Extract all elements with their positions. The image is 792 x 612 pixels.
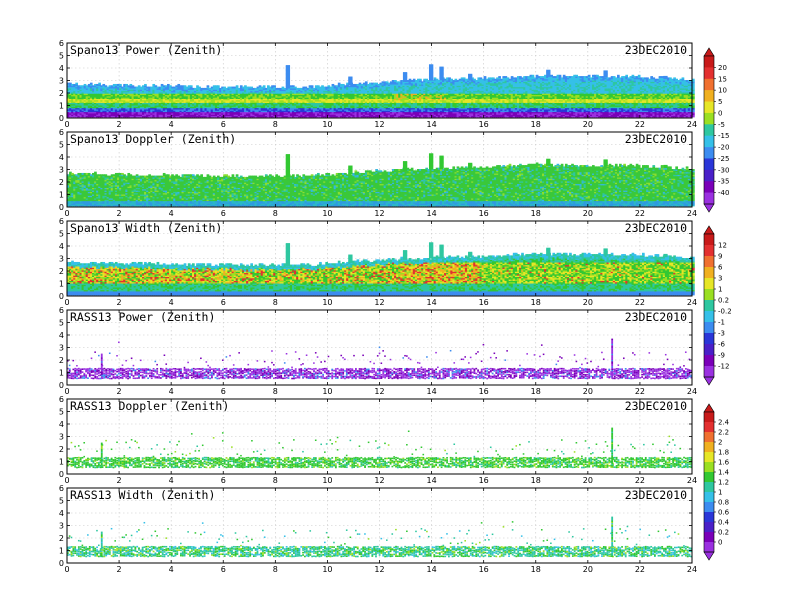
heatmap-cell <box>419 79 422 81</box>
heatmap-cell <box>190 85 193 87</box>
heatmap-cell <box>273 85 276 87</box>
heatmap-cell <box>263 85 266 87</box>
heatmap-cells <box>67 64 695 117</box>
heatmap-cell <box>311 85 314 87</box>
heatmap-cell <box>144 84 147 86</box>
heatmap-cell <box>119 84 122 86</box>
heatmap-cell <box>207 85 210 87</box>
heatmap-cell <box>236 85 239 87</box>
heatmap-cell <box>98 83 101 85</box>
heatmap-cell <box>365 81 368 83</box>
heatmap-cell <box>90 83 93 85</box>
heatmap-cell <box>75 83 78 85</box>
heatmap-cell <box>217 85 220 87</box>
